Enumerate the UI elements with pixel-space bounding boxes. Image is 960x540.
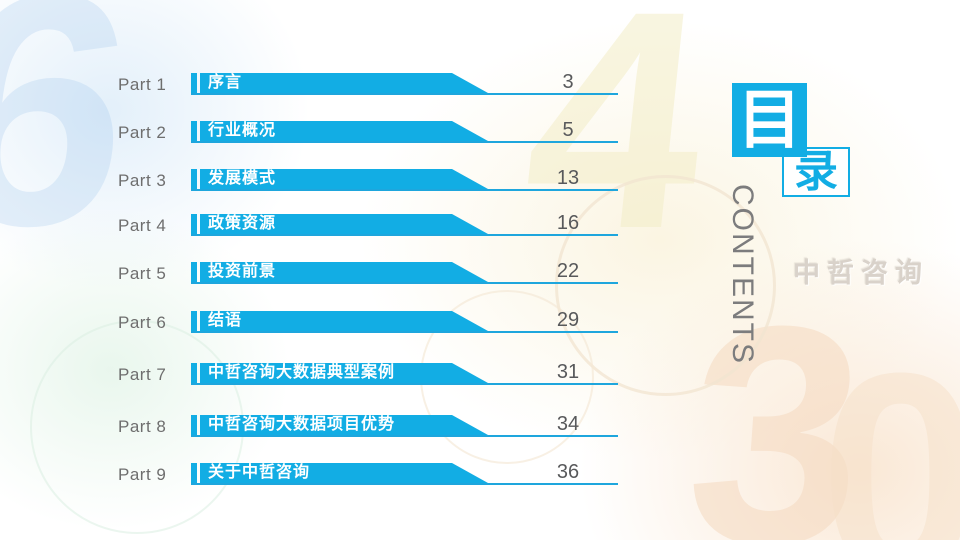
toc-entry-bar: 关于中哲咨询 — [200, 463, 488, 483]
tick-mark — [191, 363, 197, 383]
toc-underline: 中哲咨询大数据典型案例 31 — [191, 361, 618, 385]
part-label: Part 1 — [118, 75, 167, 94]
page-number: 13 — [556, 167, 580, 189]
page-number: 34 — [556, 413, 580, 435]
contents-vertical-label: CONTENTS — [726, 184, 759, 365]
part-label: Part 5 — [118, 264, 167, 283]
toc-underline: 结语 29 — [191, 309, 618, 333]
page-number: 5 — [562, 119, 574, 141]
toc-row: Part 8 中哲咨询大数据项目优势 34 — [118, 413, 618, 437]
toc-underline: 序言 3 — [191, 71, 618, 95]
bg-digit-0-watermark: 0 — [820, 313, 960, 540]
toc-entry-bar: 结语 — [200, 311, 488, 331]
tick-mark — [191, 214, 197, 234]
part-label: Part 8 — [118, 417, 167, 436]
toc-row: Part 9 关于中哲咨询 36 — [118, 461, 618, 485]
page-number: 29 — [556, 309, 580, 331]
tick-mark — [191, 262, 197, 282]
toc-row: Part 1 序言 3 — [118, 71, 618, 95]
toc-entry-bar: 行业概况 — [200, 121, 488, 141]
part-label: Part 6 — [118, 313, 167, 332]
toc-entry-bar: 中哲咨询大数据项目优势 — [200, 415, 488, 435]
toc-entry-bar: 序言 — [200, 73, 488, 93]
page-number: 22 — [556, 260, 580, 282]
toc-row: Part 3 发展模式 13 — [118, 167, 618, 191]
part-label: Part 2 — [118, 123, 167, 142]
page-number: 16 — [556, 212, 580, 234]
page-number: 31 — [556, 361, 580, 383]
toc-entry-bar: 发展模式 — [200, 169, 488, 189]
tick-mark — [191, 169, 197, 189]
toc-underline: 行业概况 5 — [191, 119, 618, 143]
brand-watermark: 中哲咨询 — [793, 258, 929, 288]
toc-underline: 中哲咨询大数据项目优势 34 — [191, 413, 618, 437]
tick-mark — [191, 463, 197, 483]
bg-ring — [555, 175, 776, 396]
tick-mark — [191, 415, 197, 435]
page-number: 3 — [562, 71, 574, 93]
part-label: Part 9 — [118, 465, 167, 484]
tick-mark — [191, 311, 197, 331]
tick-mark — [191, 73, 197, 93]
toc-row: Part 2 行业概况 5 — [118, 119, 618, 143]
title-cn-mu: 目 — [732, 83, 807, 157]
part-label: Part 4 — [118, 216, 167, 235]
toc-row: Part 7 中哲咨询大数据典型案例 31 — [118, 361, 618, 385]
part-label: Part 7 — [118, 365, 167, 384]
part-label: Part 3 — [118, 171, 167, 190]
toc-underline: 投资前景 22 — [191, 260, 618, 284]
toc-underline: 发展模式 13 — [191, 167, 618, 191]
tick-mark — [191, 121, 197, 141]
page-number: 36 — [556, 461, 580, 483]
toc-entry-bar: 投资前景 — [200, 262, 488, 282]
toc-row: Part 6 结语 29 — [118, 309, 618, 333]
toc-entry-bar: 中哲咨询大数据典型案例 — [200, 363, 488, 383]
toc-entry-bar: 政策资源 — [200, 214, 488, 234]
toc-underline: 政策资源 16 — [191, 212, 618, 236]
toc-row: Part 4 政策资源 16 — [118, 212, 618, 236]
toc-underline: 关于中哲咨询 36 — [191, 461, 618, 485]
toc-row: Part 5 投资前景 22 — [118, 260, 618, 284]
